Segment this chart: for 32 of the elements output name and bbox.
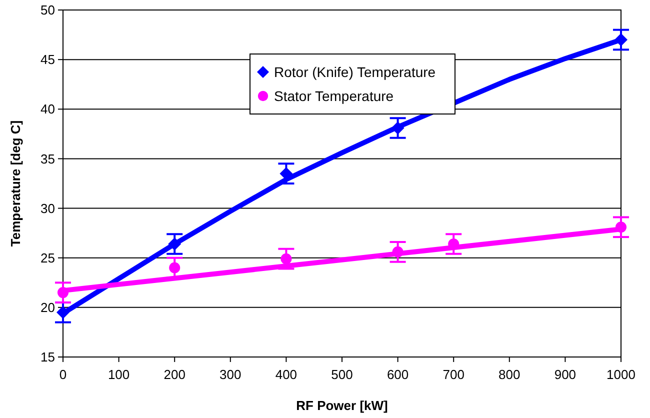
point bbox=[169, 262, 180, 274]
point bbox=[392, 246, 404, 258]
point bbox=[280, 253, 292, 264]
y-tick-label: 35 bbox=[40, 151, 55, 166]
point bbox=[57, 287, 69, 298]
x-tick-label: 1000 bbox=[606, 367, 636, 382]
x-tick-label: 600 bbox=[386, 367, 409, 382]
x-tick-label: 400 bbox=[275, 367, 298, 382]
x-tick-label: 100 bbox=[108, 367, 130, 382]
point bbox=[614, 33, 628, 46]
point bbox=[391, 121, 404, 134]
point bbox=[615, 222, 627, 233]
x-tick-label: 900 bbox=[554, 367, 576, 382]
point bbox=[56, 306, 70, 319]
y-tick-label: 20 bbox=[40, 300, 55, 315]
legend-label: Stator Temperature bbox=[274, 88, 394, 104]
y-tick-label: 40 bbox=[40, 102, 55, 117]
x-tick-label: 700 bbox=[442, 367, 464, 382]
y-axis-title: Temperature [deg C] bbox=[8, 120, 23, 247]
y-tick-label: 30 bbox=[40, 200, 55, 216]
x-tick-label: 300 bbox=[220, 367, 242, 382]
legend-label: Rotor (Knife) Temperature bbox=[274, 64, 436, 80]
x-tick-label: 800 bbox=[498, 367, 520, 382]
y-tick-label: 15 bbox=[40, 350, 55, 365]
x-tick-label: 0 bbox=[59, 367, 67, 382]
x-axis-title: RF Power [kW] bbox=[296, 398, 388, 413]
x-tick-label: 200 bbox=[164, 367, 186, 382]
y-tick-label: 50 bbox=[40, 2, 55, 18]
point bbox=[168, 237, 182, 250]
y-tick-label: 25 bbox=[40, 250, 55, 266]
y-tick-label: 45 bbox=[40, 52, 55, 68]
x-tick-label: 500 bbox=[331, 367, 353, 382]
